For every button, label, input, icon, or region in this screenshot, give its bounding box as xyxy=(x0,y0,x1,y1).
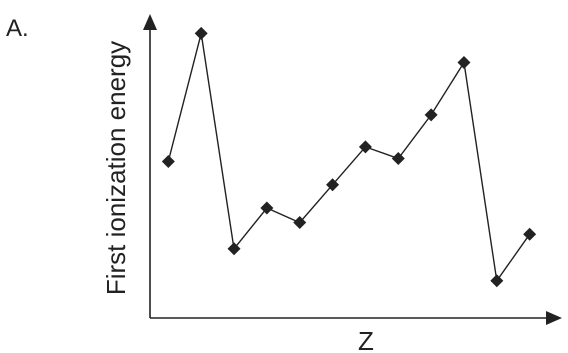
data-point-marker xyxy=(391,152,405,166)
data-point-marker xyxy=(161,154,175,168)
x-axis-label: Z xyxy=(358,326,374,353)
panel-label: A. xyxy=(6,15,29,42)
x-axis-arrowhead xyxy=(546,311,562,325)
data-point-marker xyxy=(358,140,372,154)
series-line xyxy=(167,33,531,283)
y-axis-label: First ionization energy xyxy=(101,41,131,295)
data-point-marker xyxy=(424,108,438,122)
data-point-marker xyxy=(490,274,504,288)
data-point-marker xyxy=(326,178,340,192)
plot-area xyxy=(161,26,537,288)
data-point-marker xyxy=(194,26,208,40)
data-point-marker xyxy=(227,242,241,256)
y-axis-arrowhead xyxy=(143,14,157,30)
data-point-marker xyxy=(260,201,274,215)
data-point-marker xyxy=(523,227,537,241)
data-point-marker xyxy=(293,216,307,230)
data-point-marker xyxy=(457,56,471,70)
